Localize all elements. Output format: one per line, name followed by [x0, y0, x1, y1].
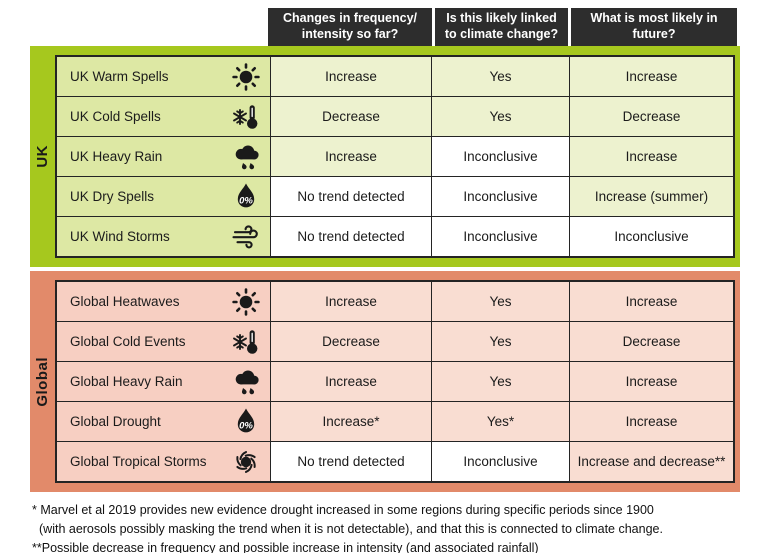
- cell-climate-link: Inconclusive: [431, 137, 569, 176]
- cell-climate-link: Yes: [431, 322, 569, 361]
- row-header-global-drought: Global Drought: [57, 402, 270, 441]
- cell-future: Decrease: [569, 97, 733, 136]
- section-label-global: Global: [34, 356, 51, 407]
- cell-future: Increase: [569, 362, 733, 401]
- cell-future: Decrease: [569, 322, 733, 361]
- footnote-marvel: * Marvel et al 2019 provides new evidenc…: [32, 503, 654, 517]
- cell-climate-link: Inconclusive: [431, 177, 569, 216]
- column-header-frequency: Changes in frequency/ intensity so far?: [268, 8, 432, 46]
- column-header-future: What is most likely in future?: [571, 8, 737, 46]
- row-label: Global Tropical Storms: [70, 454, 207, 469]
- table-row: UK Dry Spells No trend detected Inconclu…: [57, 176, 733, 216]
- cell-frequency: Increase: [270, 362, 431, 401]
- rain-cloud-icon: [231, 142, 261, 172]
- column-header-climate-link: Is this likely linked to climate change?: [435, 8, 568, 46]
- row-label: UK Warm Spells: [70, 69, 169, 84]
- sun-icon: [231, 287, 261, 317]
- cell-future: Increase: [569, 402, 733, 441]
- cell-frequency: No trend detected: [270, 442, 431, 481]
- row-label: UK Wind Storms: [70, 229, 170, 244]
- section-uk: UK UK Warm Spells Increase Yes Increase …: [30, 46, 740, 267]
- dry-drop-icon: [231, 182, 261, 212]
- cell-future: Inconclusive: [569, 217, 733, 256]
- cell-frequency: No trend detected: [270, 217, 431, 256]
- cell-frequency: Decrease: [270, 322, 431, 361]
- row-label: UK Heavy Rain: [70, 149, 163, 164]
- sun-icon: [231, 62, 261, 92]
- dry-drop-icon: [231, 407, 261, 437]
- cell-frequency: Increase: [270, 282, 431, 321]
- table-row: Global Drought Increase* Yes* Increase: [57, 401, 733, 441]
- cell-frequency: Increase: [270, 137, 431, 176]
- global-table: Global Heatwaves Increase Yes Increase G…: [55, 280, 735, 483]
- section-global: Global Global Heatwaves Increase Yes Inc…: [30, 271, 740, 492]
- table-row: UK Wind Storms No trend detected Inconcl…: [57, 216, 733, 256]
- row-header-uk-wind-storms: UK Wind Storms: [57, 217, 270, 256]
- table-row: Global Tropical Storms No trend detected…: [57, 441, 733, 481]
- row-header-global-heavy-rain: Global Heavy Rain: [57, 362, 270, 401]
- rain-cloud-icon: [231, 367, 261, 397]
- cell-climate-link: Inconclusive: [431, 217, 569, 256]
- cell-future: Increase: [569, 57, 733, 96]
- footnote-tropical-storms: **Possible decrease in frequency and pos…: [32, 540, 539, 553]
- row-header-uk-warm-spells: UK Warm Spells: [57, 57, 270, 96]
- section-label-uk: UK: [34, 145, 51, 168]
- row-label: Global Drought: [70, 414, 161, 429]
- cell-climate-link: Yes: [431, 362, 569, 401]
- row-header-global-cold-events: Global Cold Events: [57, 322, 270, 361]
- table-row: Global Heatwaves Increase Yes Increase: [57, 282, 733, 321]
- row-label: UK Dry Spells: [70, 189, 155, 204]
- row-header-uk-cold-spells: UK Cold Spells: [57, 97, 270, 136]
- row-label: Global Heatwaves: [70, 294, 180, 309]
- row-label: UK Cold Spells: [70, 109, 161, 124]
- cell-climate-link: Yes: [431, 57, 569, 96]
- cell-future: Increase and decrease**: [569, 442, 733, 481]
- table-row: Global Cold Events Decrease Yes Decrease: [57, 321, 733, 361]
- footnote-marvel-continued: (with aerosols possibly masking the tren…: [39, 521, 663, 536]
- cell-future: Increase (summer): [569, 177, 733, 216]
- row-header-uk-dry-spells: UK Dry Spells: [57, 177, 270, 216]
- row-label: Global Heavy Rain: [70, 374, 183, 389]
- snowflake-thermometer-icon: [231, 327, 261, 357]
- row-header-global-heatwaves: Global Heatwaves: [57, 282, 270, 321]
- header-spacer: [30, 8, 268, 46]
- row-label: Global Cold Events: [70, 334, 186, 349]
- cell-frequency: Decrease: [270, 97, 431, 136]
- table-header-row: Changes in frequency/ intensity so far? …: [30, 8, 740, 46]
- cell-climate-link: Yes*: [431, 402, 569, 441]
- cell-climate-link: Inconclusive: [431, 442, 569, 481]
- cell-future: Increase: [569, 137, 733, 176]
- cell-climate-link: Yes: [431, 97, 569, 136]
- cell-frequency: No trend detected: [270, 177, 431, 216]
- row-header-uk-heavy-rain: UK Heavy Rain: [57, 137, 270, 176]
- cell-frequency: Increase*: [270, 402, 431, 441]
- row-header-global-tropical-storms: Global Tropical Storms: [57, 442, 270, 481]
- wind-icon: [231, 222, 261, 252]
- cell-climate-link: Yes: [431, 282, 569, 321]
- snowflake-thermometer-icon: [231, 102, 261, 132]
- cell-frequency: Increase: [270, 57, 431, 96]
- table-row: Global Heavy Rain Increase Yes Increase: [57, 361, 733, 401]
- cell-future: Increase: [569, 282, 733, 321]
- hurricane-icon: [231, 447, 261, 477]
- footnotes: * Marvel et al 2019 provides new evidenc…: [32, 501, 768, 553]
- table-row: UK Heavy Rain Increase Inconclusive Incr…: [57, 136, 733, 176]
- table-row: UK Cold Spells Decrease Yes Decrease: [57, 96, 733, 136]
- table-row: UK Warm Spells Increase Yes Increase: [57, 57, 733, 96]
- uk-table: UK Warm Spells Increase Yes Increase UK …: [55, 55, 735, 258]
